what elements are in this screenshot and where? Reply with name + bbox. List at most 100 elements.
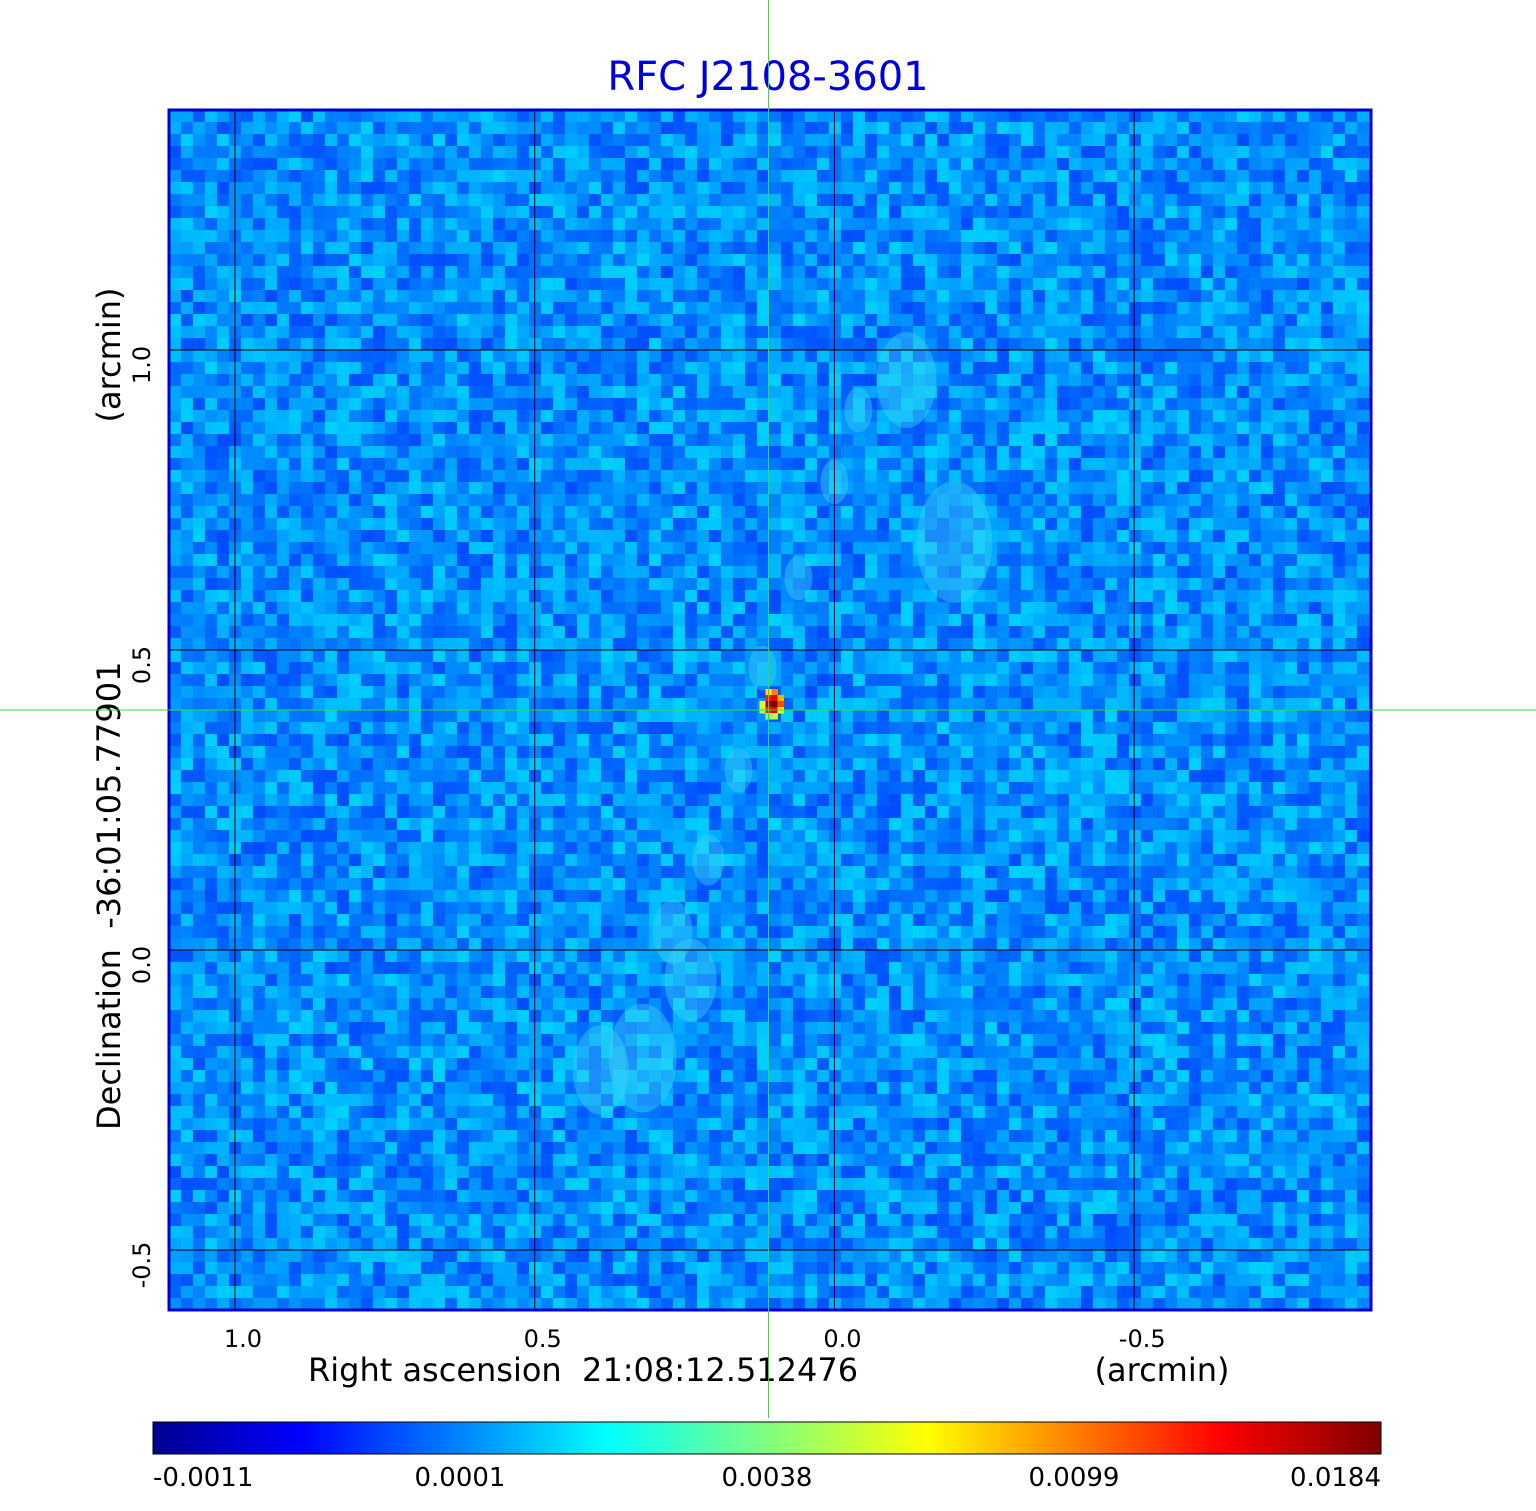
- noise-pixel: [925, 338, 938, 351]
- noise-pixel: [865, 230, 878, 243]
- noise-pixel: [637, 626, 650, 639]
- noise-pixel: [1261, 422, 1274, 435]
- noise-pixel: [1237, 278, 1250, 291]
- noise-pixel: [1285, 602, 1298, 615]
- noise-pixel: [793, 242, 806, 255]
- noise-pixel: [1309, 686, 1322, 699]
- noise-pixel: [1009, 638, 1022, 651]
- noise-pixel: [1009, 482, 1022, 495]
- noise-pixel: [397, 410, 410, 423]
- noise-pixel: [1117, 134, 1130, 147]
- noise-pixel: [313, 182, 326, 195]
- noise-pixel: [385, 158, 398, 171]
- noise-pixel: [697, 278, 710, 291]
- noise-pixel: [805, 242, 818, 255]
- noise-pixel: [421, 482, 434, 495]
- noise-pixel: [949, 674, 962, 687]
- noise-pixel: [445, 278, 458, 291]
- noise-pixel: [853, 638, 866, 651]
- noise-pixel: [181, 638, 194, 651]
- noise-pixel: [205, 290, 218, 303]
- noise-pixel: [733, 614, 746, 627]
- noise-pixel: [1105, 362, 1118, 375]
- noise-pixel: [697, 602, 710, 615]
- noise-pixel: [1285, 494, 1298, 507]
- noise-pixel: [1297, 662, 1310, 675]
- noise-pixel: [1321, 482, 1334, 495]
- noise-pixel: [1009, 614, 1022, 627]
- noise-pixel: [1165, 578, 1178, 591]
- noise-pixel: [385, 470, 398, 483]
- noise-pixel: [661, 590, 674, 603]
- noise-pixel: [1129, 134, 1142, 147]
- noise-pixel: [1237, 602, 1250, 615]
- noise-pixel: [433, 242, 446, 255]
- noise-pixel: [1093, 350, 1106, 363]
- noise-pixel: [697, 434, 710, 447]
- noise-pixel: [613, 482, 626, 495]
- noise-pixel: [1033, 278, 1046, 291]
- noise-pixel: [253, 698, 266, 711]
- noise-pixel: [169, 482, 182, 495]
- noise-pixel: [1201, 650, 1214, 663]
- noise-pixel: [1141, 542, 1154, 555]
- noise-pixel: [445, 554, 458, 567]
- noise-pixel: [937, 326, 950, 339]
- noise-pixel: [1297, 506, 1310, 519]
- noise-pixel: [889, 290, 902, 303]
- noise-pixel: [709, 434, 722, 447]
- noise-pixel: [733, 650, 746, 663]
- noise-pixel: [349, 278, 362, 291]
- noise-pixel: [1273, 422, 1286, 435]
- noise-pixel: [901, 446, 914, 459]
- noise-pixel: [349, 170, 362, 183]
- noise-pixel: [481, 554, 494, 567]
- noise-pixel: [901, 314, 914, 327]
- noise-pixel: [193, 686, 206, 699]
- noise-pixel: [361, 530, 374, 543]
- noise-pixel: [601, 650, 614, 663]
- noise-pixel: [1021, 182, 1034, 195]
- noise-pixel: [433, 134, 446, 147]
- noise-pixel: [661, 350, 674, 363]
- noise-pixel: [385, 446, 398, 459]
- noise-pixel: [325, 314, 338, 327]
- noise-pixel: [541, 398, 554, 411]
- noise-pixel: [205, 218, 218, 231]
- noise-pixel: [541, 590, 554, 603]
- noise-pixel: [1333, 662, 1346, 675]
- noise-pixel: [1261, 638, 1274, 651]
- noise-pixel: [1177, 674, 1190, 687]
- noise-pixel: [217, 530, 230, 543]
- noise-pixel: [1225, 290, 1238, 303]
- noise-pixel: [613, 422, 626, 435]
- noise-pixel: [925, 530, 938, 543]
- noise-pixel: [589, 266, 602, 279]
- noise-pixel: [457, 218, 470, 231]
- noise-pixel: [625, 110, 638, 123]
- noise-pixel: [1297, 206, 1310, 219]
- noise-pixel: [373, 482, 386, 495]
- noise-pixel: [397, 194, 410, 207]
- noise-pixel: [541, 650, 554, 663]
- noise-pixel: [925, 182, 938, 195]
- noise-pixel: [1225, 506, 1238, 519]
- noise-pixel: [1081, 602, 1094, 615]
- noise-pixel: [841, 230, 854, 243]
- noise-pixel: [769, 146, 782, 159]
- noise-pixel: [649, 182, 662, 195]
- noise-pixel: [1033, 662, 1046, 675]
- noise-pixel: [757, 638, 770, 651]
- noise-pixel: [565, 446, 578, 459]
- noise-pixel: [1285, 458, 1298, 471]
- noise-pixel: [1225, 302, 1238, 315]
- noise-pixel: [181, 554, 194, 567]
- noise-pixel: [1261, 470, 1274, 483]
- noise-pixel: [1309, 638, 1322, 651]
- noise-pixel: [169, 626, 182, 639]
- noise-pixel: [241, 182, 254, 195]
- noise-pixel: [985, 494, 998, 507]
- noise-pixel: [1345, 422, 1358, 435]
- noise-pixel: [673, 218, 686, 231]
- noise-pixel: [829, 206, 842, 219]
